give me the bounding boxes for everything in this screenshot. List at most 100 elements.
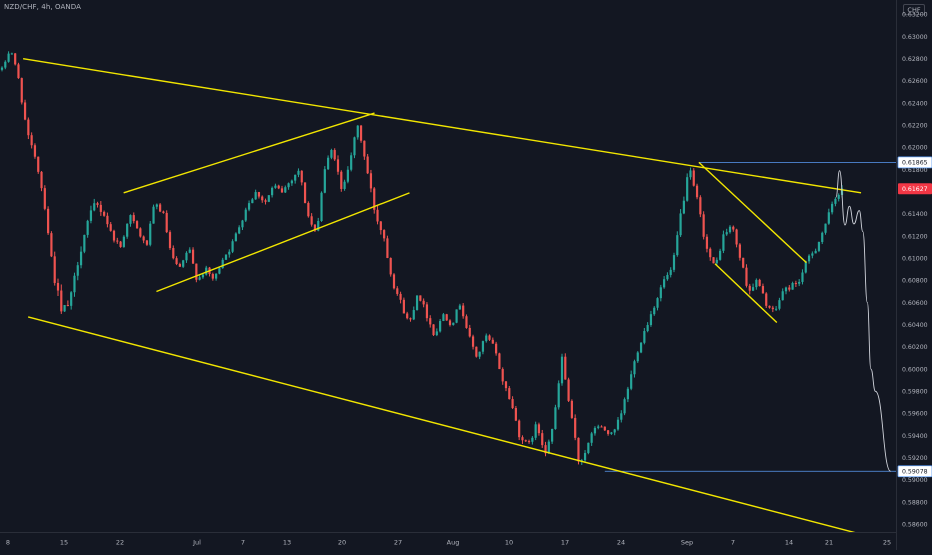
candle bbox=[817, 241, 821, 253]
candle bbox=[663, 276, 666, 289]
candle bbox=[557, 380, 560, 410]
candle bbox=[547, 439, 550, 455]
candlestick-chart[interactable] bbox=[0, 0, 896, 535]
candle bbox=[728, 225, 732, 234]
candle bbox=[402, 297, 405, 314]
time-tick-label: 14 bbox=[785, 539, 793, 547]
trendline[interactable] bbox=[123, 112, 375, 194]
candle bbox=[152, 204, 155, 224]
candle bbox=[188, 247, 191, 254]
trendline[interactable] bbox=[23, 58, 862, 194]
candle bbox=[277, 184, 280, 190]
candle bbox=[89, 205, 93, 224]
candle bbox=[175, 256, 178, 266]
candle bbox=[10, 52, 13, 55]
candle bbox=[518, 419, 521, 441]
candle bbox=[732, 225, 735, 232]
candle bbox=[827, 208, 830, 225]
candle bbox=[679, 209, 682, 237]
price-tick-label: 0.61200 bbox=[902, 233, 928, 240]
candle bbox=[686, 173, 689, 202]
trendline[interactable] bbox=[27, 316, 862, 535]
candle bbox=[715, 257, 718, 266]
currency-badge[interactable]: CHF bbox=[903, 4, 925, 15]
candle bbox=[784, 286, 788, 295]
candle bbox=[145, 239, 149, 246]
candle bbox=[280, 185, 284, 193]
candle bbox=[669, 267, 672, 278]
candle bbox=[218, 267, 221, 275]
candle bbox=[185, 251, 188, 263]
symbol-title[interactable]: NZD/CHF, 4h, OANDA bbox=[4, 3, 82, 11]
candle bbox=[241, 219, 244, 231]
projection-path[interactable] bbox=[835, 170, 892, 472]
candle bbox=[551, 428, 554, 444]
candle bbox=[0, 66, 4, 72]
candle bbox=[63, 304, 66, 312]
candle bbox=[695, 183, 699, 200]
candle bbox=[383, 229, 386, 242]
candle bbox=[386, 235, 389, 259]
candle bbox=[27, 117, 30, 140]
candle bbox=[821, 231, 824, 245]
time-axis[interactable]: 8 15 22 Jul 7 13 20 27 Aug 10 17 24 Sep 7 14 21 25 bbox=[0, 532, 896, 550]
candle bbox=[607, 429, 610, 436]
trendline[interactable] bbox=[156, 192, 410, 293]
candle bbox=[722, 230, 725, 254]
candle bbox=[60, 284, 63, 314]
price-tick-label: 0.58600 bbox=[902, 521, 928, 528]
candle bbox=[99, 201, 102, 216]
time-tick-label: 24 bbox=[617, 539, 625, 547]
candle bbox=[257, 191, 261, 199]
candle bbox=[396, 286, 399, 296]
candle bbox=[43, 185, 46, 211]
candle bbox=[514, 405, 517, 422]
price-axis[interactable]: 0.63200 0.63000 0.62800 0.62600 0.62400 0.622… bbox=[896, 0, 932, 550]
candle bbox=[149, 221, 152, 247]
candle bbox=[155, 203, 158, 210]
candle bbox=[287, 182, 290, 190]
candle bbox=[429, 315, 432, 328]
candle bbox=[369, 169, 373, 193]
candle bbox=[96, 201, 99, 208]
candle bbox=[462, 303, 465, 319]
time-tick-label: 27 bbox=[394, 539, 402, 547]
trendline[interactable] bbox=[698, 161, 807, 264]
trendline[interactable] bbox=[714, 263, 778, 324]
candle bbox=[300, 170, 303, 186]
candle bbox=[788, 284, 791, 292]
candle bbox=[807, 254, 811, 264]
candle bbox=[106, 212, 109, 228]
price-tick-label: 0.61000 bbox=[902, 255, 928, 262]
candle bbox=[501, 367, 504, 385]
candle bbox=[537, 422, 541, 436]
candle bbox=[425, 302, 429, 322]
candle bbox=[37, 156, 40, 174]
candle bbox=[330, 148, 333, 160]
chart-plot-area[interactable] bbox=[0, 0, 896, 535]
candle bbox=[672, 252, 676, 273]
candle bbox=[508, 386, 511, 400]
candle bbox=[142, 235, 145, 244]
candle bbox=[587, 442, 590, 455]
candle bbox=[231, 239, 234, 254]
candle bbox=[7, 51, 10, 63]
candle bbox=[191, 247, 195, 264]
candle bbox=[689, 167, 692, 180]
candle bbox=[465, 314, 468, 329]
candle bbox=[211, 272, 214, 281]
time-tick-label: Aug bbox=[447, 539, 460, 547]
candle bbox=[20, 77, 23, 105]
candle bbox=[719, 248, 722, 261]
candle bbox=[610, 431, 613, 435]
candle bbox=[267, 195, 270, 203]
candle bbox=[201, 273, 205, 279]
price-tick-label: 0.62200 bbox=[902, 122, 928, 129]
candle bbox=[748, 283, 751, 295]
price-label-box bbox=[898, 465, 932, 477]
candle bbox=[521, 435, 524, 444]
candle bbox=[560, 353, 564, 386]
candle bbox=[409, 317, 412, 322]
candle bbox=[659, 284, 662, 302]
candle bbox=[600, 425, 603, 428]
